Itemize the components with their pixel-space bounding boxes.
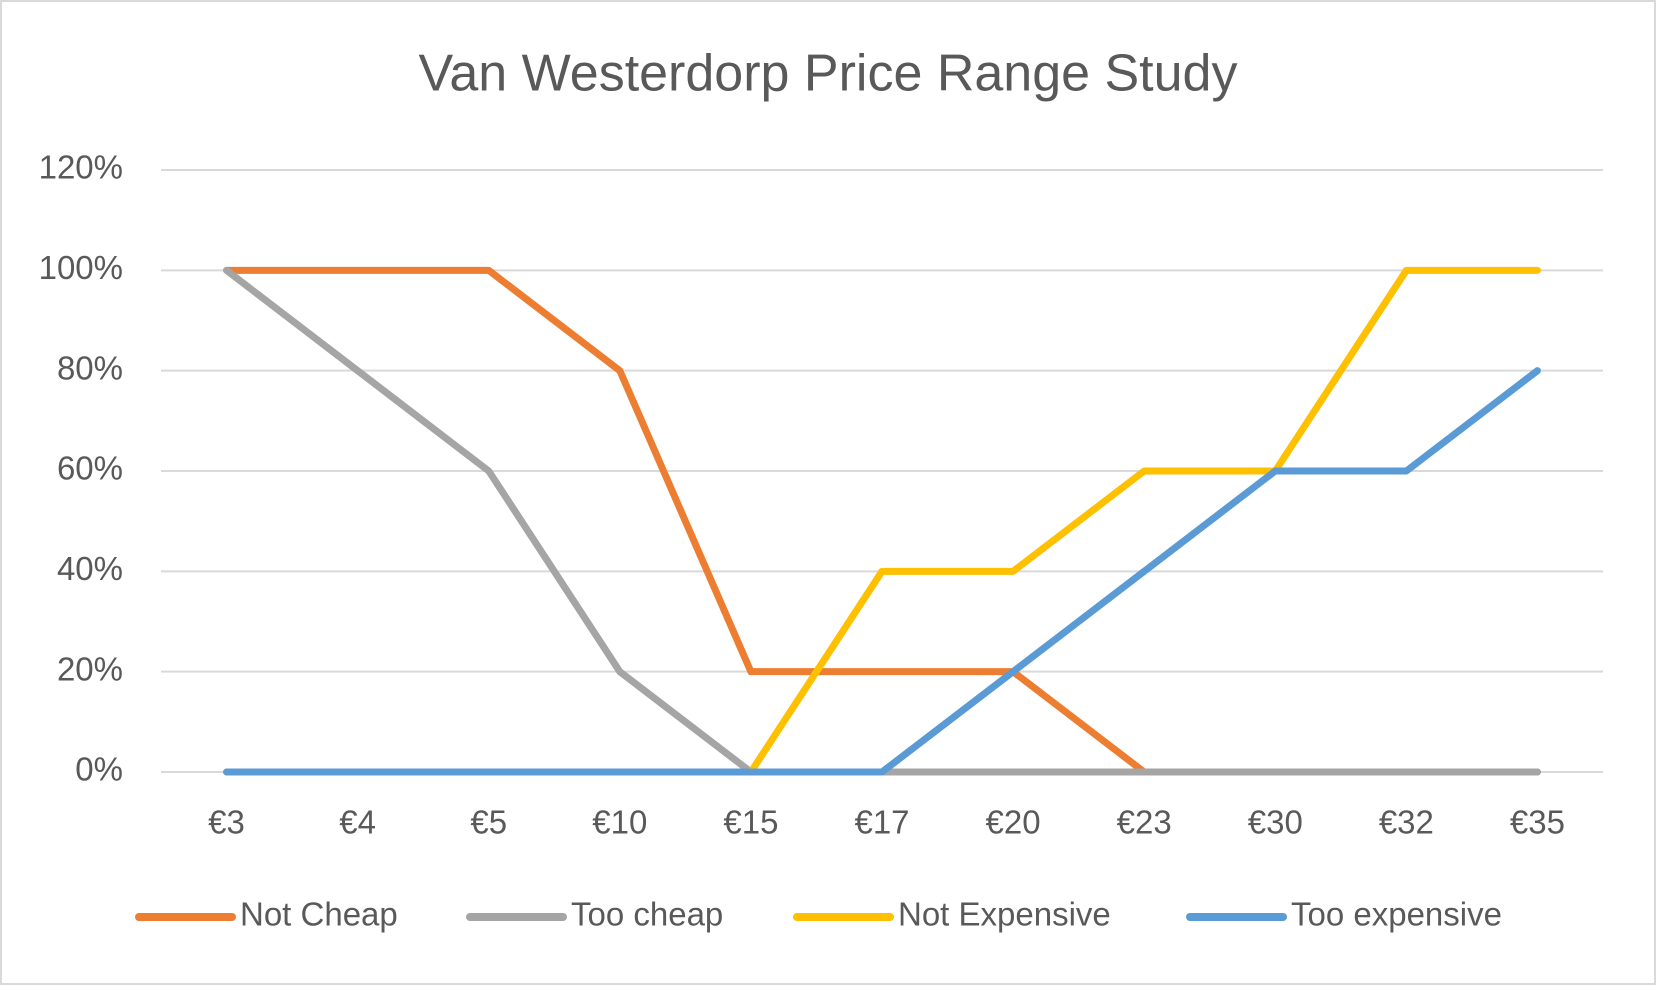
legend-label: Not Cheap — [240, 896, 398, 933]
y-tick-label: 100% — [39, 249, 123, 286]
x-tick-label: €30 — [1248, 804, 1303, 841]
x-tick-label: €32 — [1379, 804, 1434, 841]
x-tick-label: €23 — [1117, 804, 1172, 841]
y-tick-label: 60% — [57, 450, 123, 487]
x-tick-label: €5 — [470, 804, 507, 841]
x-tick-label: €15 — [723, 804, 778, 841]
x-tick-label: €20 — [986, 804, 1041, 841]
y-tick-label: 40% — [57, 550, 123, 587]
x-tick-label: €3 — [208, 804, 245, 841]
y-tick-label: 20% — [57, 650, 123, 687]
legend-label: Too expensive — [1291, 896, 1502, 933]
x-tick-label: €4 — [339, 804, 376, 841]
y-tick-label: 80% — [57, 349, 123, 386]
y-tick-label: 0% — [75, 751, 123, 788]
x-tick-label: €10 — [592, 804, 647, 841]
x-tick-label: €35 — [1510, 804, 1565, 841]
legend-label: Too cheap — [571, 896, 723, 933]
y-tick-label: 120% — [39, 149, 123, 186]
legend-label: Not Expensive — [898, 896, 1111, 933]
x-tick-label: €17 — [854, 804, 909, 841]
chart-title: Van Westerdorp Price Range Study — [419, 45, 1238, 103]
series-line — [223, 367, 1541, 776]
